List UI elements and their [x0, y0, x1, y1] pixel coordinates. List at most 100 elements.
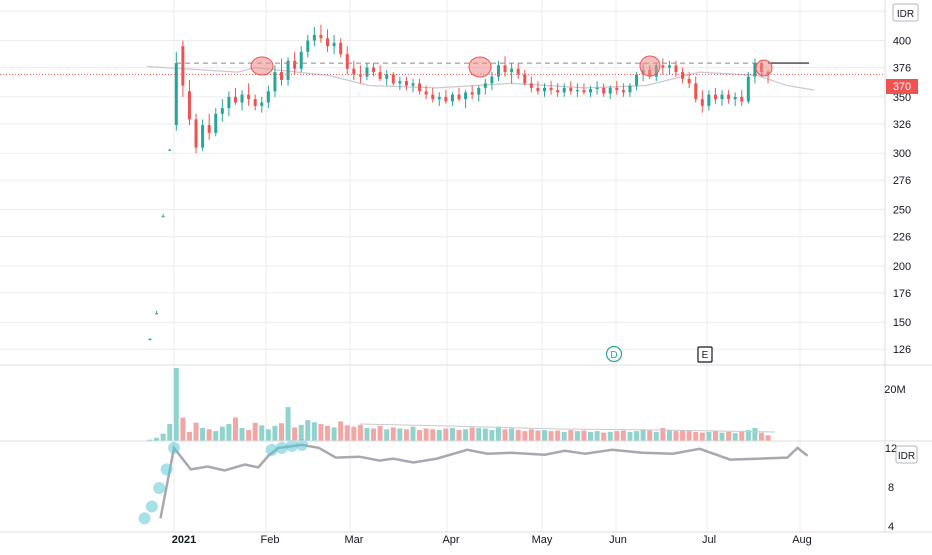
price-tick-label[interactable]: 400 [893, 36, 911, 48]
volume-bar[interactable] [377, 425, 383, 441]
candle[interactable] [694, 76, 698, 103]
volume-bar[interactable] [200, 427, 206, 441]
candle[interactable] [483, 78, 487, 95]
volume-bar[interactable] [594, 431, 600, 441]
candle[interactable] [556, 83, 560, 97]
dividend-badge[interactable]: D [605, 345, 623, 363]
candle[interactable] [253, 94, 257, 111]
volume-bar[interactable] [160, 433, 166, 441]
candle[interactable] [496, 60, 500, 82]
candle[interactable] [477, 85, 481, 102]
volume-bar[interactable] [357, 424, 363, 441]
candle[interactable] [457, 87, 461, 102]
candle[interactable] [575, 83, 579, 97]
candle[interactable] [667, 60, 671, 75]
volume-bar[interactable] [226, 424, 232, 441]
volume-bar[interactable] [476, 427, 482, 441]
volume-bar[interactable] [719, 432, 725, 441]
candle[interactable] [516, 63, 520, 79]
volume-bar[interactable] [449, 427, 455, 441]
time-tick-label[interactable]: Jul [702, 534, 716, 546]
candle[interactable] [273, 65, 277, 97]
candle[interactable] [681, 67, 685, 84]
candle[interactable] [161, 214, 165, 218]
volume-bar[interactable] [279, 423, 284, 441]
candle[interactable] [700, 90, 704, 113]
candle[interactable] [595, 81, 599, 95]
candle[interactable] [582, 83, 586, 95]
time-axis-ticks[interactable]: 2021 Feb Mar Apr May Jun Jul Aug [172, 534, 812, 546]
volume-bar[interactable] [265, 429, 271, 441]
price-tick-label[interactable]: 350 [893, 92, 911, 104]
candle[interactable] [536, 81, 540, 95]
volume-bar[interactable] [548, 431, 554, 441]
candle[interactable] [372, 63, 376, 77]
volume-bar[interactable] [607, 431, 613, 441]
volume-bar[interactable] [259, 425, 265, 441]
volume-bar[interactable] [666, 430, 672, 441]
time-tick-label[interactable]: Aug [792, 534, 812, 546]
candle[interactable] [569, 81, 573, 95]
candle[interactable] [398, 76, 402, 91]
volume-bar[interactable] [542, 430, 547, 441]
candle[interactable] [339, 38, 343, 58]
candle[interactable] [450, 92, 454, 106]
candle[interactable] [713, 87, 717, 104]
candle[interactable] [220, 99, 224, 122]
price-tick-label[interactable]: 200 [893, 261, 911, 273]
volume-bar[interactable] [325, 425, 331, 441]
candle[interactable] [529, 76, 533, 93]
price-tick-label[interactable]: 326 [893, 119, 911, 131]
indicator-path[interactable] [159, 443, 809, 519]
time-tick-label[interactable]: Feb [261, 534, 280, 546]
candle[interactable] [194, 113, 198, 154]
candle[interactable] [168, 148, 172, 151]
volume-bar[interactable] [680, 430, 686, 441]
volume-tick-label[interactable]: 20M [884, 384, 905, 396]
volume-bar[interactable] [384, 429, 390, 441]
volume-bar[interactable] [732, 433, 738, 441]
volume-bar[interactable] [397, 428, 403, 441]
volume-bar[interactable] [232, 417, 238, 441]
candle[interactable] [543, 83, 546, 97]
candle[interactable] [247, 83, 251, 106]
volume-bar[interactable] [298, 424, 304, 441]
candle[interactable] [418, 78, 422, 95]
volume-bar[interactable] [436, 430, 442, 441]
volume-bar[interactable] [213, 431, 219, 441]
candle[interactable] [470, 85, 474, 100]
candle[interactable] [615, 81, 619, 95]
volume-bar[interactable] [693, 431, 699, 441]
indicator-tick-label[interactable]: 4 [888, 521, 894, 533]
candle[interactable] [503, 56, 507, 77]
volume-bar[interactable] [745, 430, 751, 441]
candle[interactable] [621, 83, 625, 97]
price-tick-label[interactable]: 126 [893, 344, 911, 356]
volume-bar[interactable] [443, 428, 449, 441]
candle[interactable] [404, 76, 408, 91]
volume-bar[interactable] [167, 424, 173, 441]
candle[interactable] [227, 91, 231, 117]
volume-bar[interactable] [344, 425, 350, 441]
volume-bar[interactable] [482, 428, 488, 441]
volume-bar[interactable] [305, 420, 311, 441]
time-tick-label[interactable]: Mar [345, 534, 364, 546]
volume-bar[interactable] [173, 368, 179, 441]
candle[interactable] [155, 310, 159, 315]
volume-bar[interactable] [246, 430, 252, 441]
volume-bar[interactable] [765, 435, 771, 441]
candle[interactable] [635, 72, 639, 91]
candle[interactable] [345, 46, 349, 75]
volume-bar[interactable] [699, 432, 705, 441]
volume-bar[interactable] [758, 432, 764, 441]
volume-bar[interactable] [351, 426, 357, 441]
candle[interactable] [207, 113, 211, 140]
price-tick-label[interactable]: 376 [893, 63, 911, 75]
volume-bar[interactable] [469, 427, 475, 441]
candle[interactable] [628, 83, 632, 97]
volume-bar[interactable] [653, 431, 659, 441]
candle[interactable] [720, 90, 724, 106]
candle[interactable] [299, 46, 303, 73]
candle[interactable] [174, 51, 178, 131]
